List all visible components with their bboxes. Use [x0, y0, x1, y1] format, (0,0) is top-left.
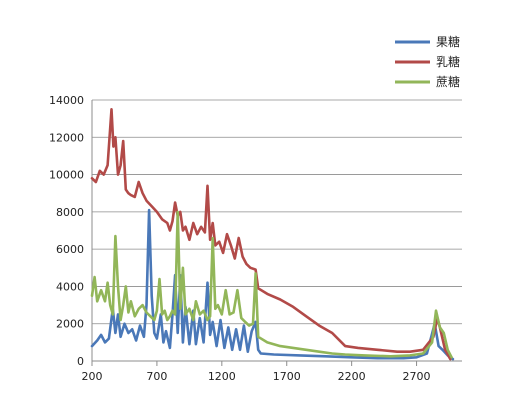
series-lines: [90, 108, 455, 361]
y-tick-label: 14000: [49, 94, 84, 107]
x-tick-label: 2200: [338, 370, 366, 383]
y-tick-label: 6000: [56, 243, 84, 256]
legend-label-0: 果糖: [436, 34, 460, 49]
legend-label-2: 蔗糖: [436, 74, 460, 89]
x-tick-label: 2700: [403, 370, 431, 383]
x-tick-label: 700: [146, 370, 167, 383]
gridlines: [92, 99, 462, 325]
y-tick-label: 0: [77, 355, 84, 368]
axes: 0 2000 4000 6000 8000 10000 12000 14000 200 700 12…: [49, 94, 462, 383]
y-tick-label: 8000: [56, 206, 84, 219]
y-tick-label: 10000: [49, 169, 84, 182]
series-line-1: [90, 108, 452, 361]
legend-label-1: 乳糖: [436, 54, 460, 69]
x-tick-label: 1700: [273, 370, 301, 383]
y-tick-label: 2000: [56, 318, 84, 331]
x-tick-label: 1200: [208, 370, 236, 383]
series-line-0: [90, 208, 455, 361]
y-tick-label: 12000: [49, 131, 84, 144]
x-tick-label: 200: [82, 370, 103, 383]
y-tick-label: 4000: [56, 280, 84, 293]
series-line-2: [90, 210, 453, 359]
